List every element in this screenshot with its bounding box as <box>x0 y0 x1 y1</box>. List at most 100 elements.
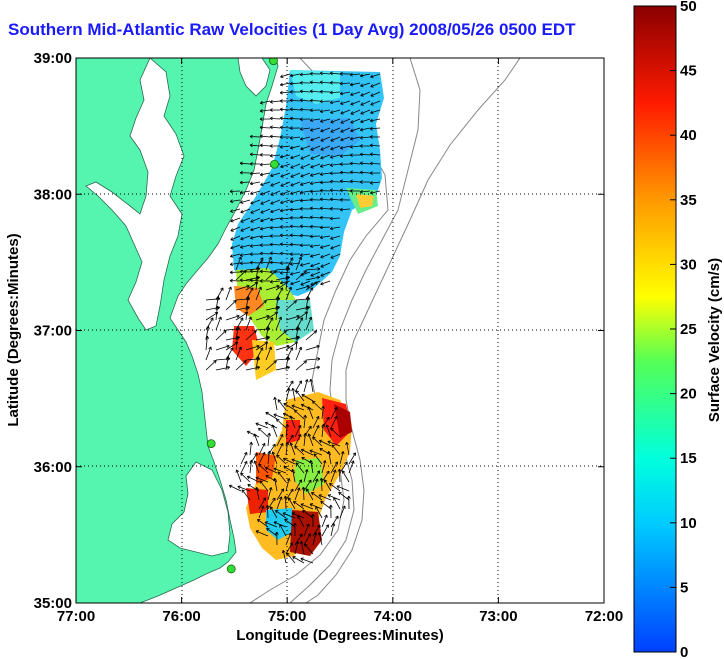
velocity-arrow-head <box>270 175 274 178</box>
velocity-arrow <box>235 270 247 281</box>
velocity-arrow <box>285 424 288 438</box>
velocity-arrow-head <box>279 90 283 94</box>
velocity-arrow <box>346 442 350 456</box>
velocity-arrow <box>205 312 219 321</box>
velocity-arrow-head <box>310 167 314 169</box>
velocity-arrow-head <box>240 202 244 204</box>
velocity-arrow <box>370 109 381 114</box>
velocity-arrow-head <box>359 153 363 157</box>
velocity-arrow <box>255 315 270 321</box>
velocity-arrow <box>240 461 248 474</box>
velocity-arrow-head <box>328 450 331 454</box>
velocity-arrow-head <box>236 314 240 317</box>
velocity-arrow-head <box>259 480 263 483</box>
velocity-arrow-head <box>309 450 313 454</box>
velocity-arrow-head <box>249 153 253 157</box>
velocity-arrow <box>310 145 321 151</box>
velocity-arrow <box>285 315 300 321</box>
velocity-arrow-head <box>295 300 297 304</box>
velocity-arrow <box>310 244 321 247</box>
velocity-arrow <box>265 467 278 474</box>
velocity-arrow-head <box>287 345 290 349</box>
velocity-arrow-head <box>259 347 263 350</box>
velocity-arrow <box>310 271 321 277</box>
velocity-arrow <box>237 486 251 492</box>
velocity-arrow <box>310 253 321 257</box>
velocity-arrow <box>360 73 371 77</box>
velocity-arrow <box>339 208 351 211</box>
velocity-arrow <box>215 330 227 341</box>
velocity-arrow-head <box>239 172 243 175</box>
velocity-arrow <box>265 412 278 420</box>
velocity-arrow <box>340 145 351 149</box>
velocity-arrow-head <box>249 143 253 146</box>
velocity-arrow-head <box>280 174 283 178</box>
velocity-arrow-head <box>305 360 307 364</box>
velocity-arrow-head <box>300 503 304 507</box>
velocity-arrow <box>330 189 341 192</box>
velocity-arrow-head <box>284 518 287 523</box>
velocity-arrow <box>290 234 301 237</box>
velocity-arrow-head <box>259 251 263 254</box>
velocity-arrow-head <box>285 275 288 279</box>
velocity-arrow <box>312 436 323 447</box>
y-tick-label: 38:00 <box>34 186 72 203</box>
velocity-arrow <box>285 300 297 311</box>
velocity-arrow-head <box>279 234 283 238</box>
velocity-arrow-head <box>305 270 307 274</box>
velocity-arrow-head <box>266 314 270 317</box>
velocity-arrow-head <box>319 477 322 481</box>
velocity-arrow-head <box>331 444 335 447</box>
velocity-arrow-head <box>230 209 233 212</box>
velocity-arrow-head <box>235 325 239 329</box>
velocity-arrow <box>250 144 261 147</box>
velocity-arrow <box>349 180 361 183</box>
velocity-arrow <box>300 163 311 169</box>
velocity-arrow <box>312 425 320 438</box>
velocity-arrow-head <box>300 184 304 186</box>
velocity-arrow-head <box>309 287 313 290</box>
velocity-arrow-head <box>279 116 283 119</box>
velocity-arrow-head <box>267 450 270 454</box>
velocity-arrow-head <box>271 451 273 455</box>
velocity-arrow-head <box>289 262 293 265</box>
velocity-arrow-head <box>290 183 293 186</box>
velocity-arrow-head <box>280 183 283 187</box>
velocity-arrow-head <box>238 256 242 260</box>
velocity-arrow-head <box>246 431 250 435</box>
velocity-arrow-head <box>299 208 303 211</box>
velocity-arrow <box>294 445 305 456</box>
velocity-arrow <box>240 452 248 465</box>
velocity-arrow-head <box>335 469 337 473</box>
velocity-arrow <box>225 315 240 321</box>
velocity-arrow-head <box>289 91 293 94</box>
velocity-arrow-head <box>288 478 291 482</box>
velocity-arrow <box>350 73 361 76</box>
velocity-arrow-head <box>290 147 294 150</box>
velocity-arrow-head <box>339 170 343 173</box>
velocity-arrow-head <box>319 237 324 240</box>
velocity-arrow-head <box>259 153 263 156</box>
velocity-arrow-head <box>250 210 253 214</box>
velocity-arrow-head <box>269 126 273 130</box>
velocity-arrow-head <box>269 217 273 221</box>
velocity-arrow <box>292 469 296 483</box>
velocity-arrow-head <box>277 305 280 309</box>
velocity-arrow-head <box>332 469 336 472</box>
velocity-arrow-head <box>301 394 304 398</box>
velocity-arrow-head <box>237 485 241 487</box>
velocity-arrow-head <box>286 388 290 391</box>
velocity-arrow-head <box>217 305 220 309</box>
velocity-arrow-head <box>247 305 250 309</box>
velocity-arrow-head <box>268 487 272 490</box>
velocity-arrow-head <box>269 116 273 119</box>
velocity-arrow-head <box>240 192 244 195</box>
velocity-arrow <box>310 127 321 131</box>
velocity-arrow-head <box>289 347 293 350</box>
velocity-arrow <box>258 497 266 510</box>
velocity-arrow-head <box>285 441 288 445</box>
velocity-arrow <box>265 422 278 429</box>
velocity-arrow-head <box>359 127 363 131</box>
velocity-arrow <box>309 450 323 456</box>
velocity-arrow-head <box>329 188 333 191</box>
